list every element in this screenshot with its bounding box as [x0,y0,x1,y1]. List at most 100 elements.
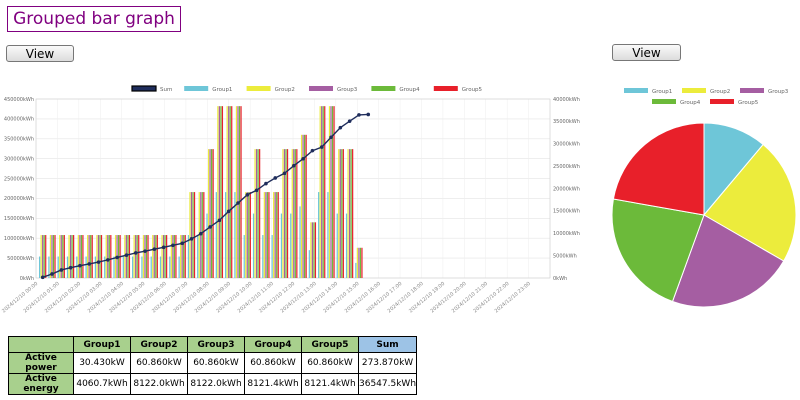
bar-group1 [57,256,59,278]
legend-swatch [433,86,458,91]
pie-legend-label: Group4 [680,100,701,106]
legend-label: Group3 [337,87,358,93]
bar-group1 [299,206,301,278]
legend-label: Group2 [275,87,295,93]
bar-group2 [347,149,349,278]
bar-group2 [161,235,163,278]
pie-legend-swatch [682,88,706,93]
sum-point [96,260,101,264]
bar-group4 [210,149,213,278]
bar-group2 [49,235,52,278]
bar-group1 [104,256,106,278]
bar-group5 [305,134,307,278]
bar-group4 [155,235,157,278]
bar-group5 [138,235,140,278]
sum-point [133,251,138,255]
table-header-group5: Group5 [301,336,359,353]
bar-group3 [42,235,44,278]
bar-group4 [99,235,101,278]
bar-group3 [60,235,62,278]
bar-group5 [184,235,186,278]
bar-group1 [262,235,264,278]
table-header-group1: Group1 [73,336,131,353]
bar-group1 [150,256,152,278]
bar-group5 [212,149,214,278]
bar-group3 [228,106,230,278]
bar-group2 [59,235,61,278]
legend-swatch [309,86,333,91]
legend-item-group3: Group3 [309,86,358,93]
bar-group3 [51,235,53,278]
bar-group2 [207,149,210,278]
bar-group4 [359,247,362,278]
bar-group2 [170,235,172,278]
bar-group3 [144,235,146,278]
bar-group5 [82,235,84,278]
bar-group5 [231,106,233,278]
bar-group3 [311,222,314,278]
bar-group5 [63,235,65,278]
sum-point [180,241,185,246]
bar-group1 [76,256,78,278]
pie-legend-swatch [652,99,676,104]
bar-group3 [293,149,295,278]
bar-group1 [280,213,283,278]
sum-point [338,125,343,130]
pie-slice-group1 [703,122,764,217]
legend-item-group1: Group1 [184,86,232,93]
bar-group4 [108,235,110,278]
table-cell: 60.860kW [130,352,188,374]
pie-legend-swatch [740,88,764,93]
sum-point [292,163,296,168]
sum-point [254,188,259,193]
table-header-row: Group1 Group2 Group3 Group4 Group5 Sum [8,336,418,353]
y-axis-left-tick-label: 300000kWh [4,156,34,162]
legend-item-group5: Group5 [433,86,483,93]
bar-group3 [172,235,174,278]
bar-group1 [215,192,217,278]
pie-legend-item-group2: Group2 [682,88,730,95]
y-axis-left-tick-label: 350000kWh [4,137,34,143]
table-cell: 60.860kW [244,352,302,374]
y-axis-right-tick-label: 10000kWh [553,231,580,237]
bar-group2 [217,106,219,278]
bar-group4 [164,235,166,278]
sum-point [143,249,147,253]
view-button-bar-chart[interactable]: View [6,45,74,62]
bar-group3 [255,149,258,278]
row-label-active-energy: Active energy [8,373,74,395]
view-button-pie-chart[interactable]: View [612,44,681,61]
y-axis-left-tick-label: 100000kWh [4,236,34,242]
bar-group1 [197,235,199,278]
pie-chart: Group1 Group2 Group3 Group4 Group5 [611,88,797,308]
bar-group4 [341,149,343,278]
bar-group3 [321,106,323,278]
sum-point [226,209,231,214]
bar-group4 [173,235,176,278]
legend-item-group4: Group4 [371,86,420,93]
bar-group3 [330,106,332,278]
sum-point [171,243,175,248]
y-axis-left-tick-label: 250000kWh [4,176,34,182]
pie-legend-item-group3: Group3 [740,88,789,95]
bar-group2 [77,235,79,278]
bar-group1 [271,235,273,278]
bar-group2 [40,235,42,278]
pie-slice-group4 [611,198,705,303]
bar-group5 [249,192,251,278]
bar-group5 [193,192,196,278]
bar-group3 [209,149,211,278]
bar-group3 [348,149,351,278]
bar-group4 [220,106,222,278]
bar-group4 [331,106,334,278]
sum-point [273,176,278,180]
bar-group5 [352,149,354,278]
bar-group4 [257,149,259,278]
bar-group2 [142,235,145,278]
table-cell: 8121.4kWh [244,373,302,395]
bar-group5 [342,149,344,278]
table-cell: 60.860kW [301,352,359,374]
bar-group4 [350,149,352,278]
pie-slice-group2 [703,143,797,262]
bar-group5 [175,235,177,278]
